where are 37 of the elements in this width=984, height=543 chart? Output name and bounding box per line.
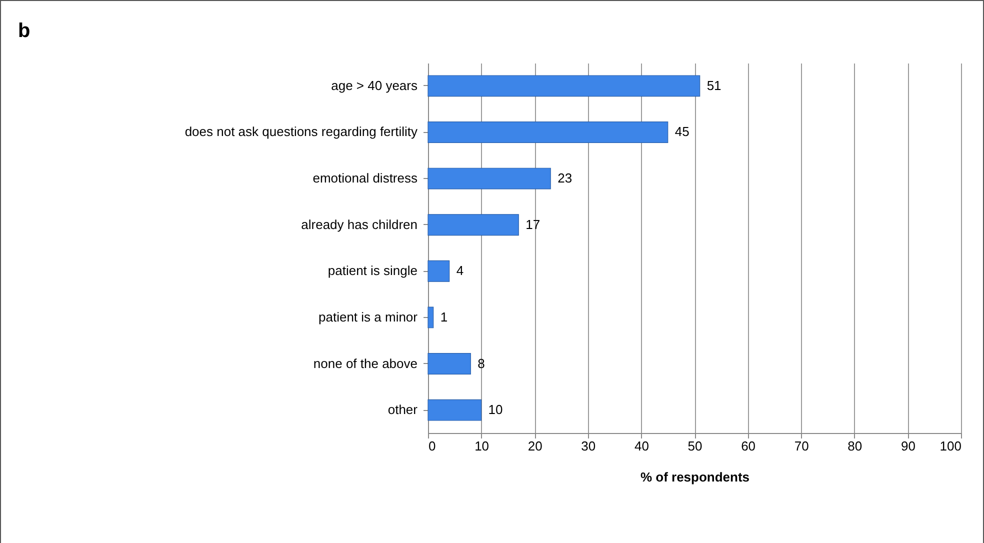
x-axis-title: % of respondents: [640, 470, 750, 484]
bar: [428, 122, 668, 143]
data-label: 45: [674, 124, 690, 140]
data-label: 23: [558, 170, 572, 186]
data-label: 8: [478, 356, 485, 371]
x-tick-label: 80: [848, 438, 862, 454]
x-tick-label: 0: [428, 438, 436, 454]
data-label: 4: [456, 263, 464, 278]
data-label: 10: [488, 402, 503, 418]
x-tick-label: 60: [741, 438, 756, 454]
y-tick-label: age > 40 years: [331, 78, 418, 93]
y-tick-label: other: [388, 402, 418, 418]
text: b: [18, 20, 30, 42]
x-tick-label: 40: [634, 438, 649, 454]
x-tick-label: 100: [940, 438, 962, 454]
x-tick-label: 70: [794, 438, 809, 454]
y-tick-label: emotional distress: [312, 170, 418, 186]
bar: [428, 353, 471, 374]
x-tick-label: 50: [688, 438, 702, 454]
bar: [428, 168, 551, 190]
x-tick-label: 30: [581, 438, 596, 454]
y-tick-label: patient is a minor: [318, 309, 418, 324]
x-tick-label: 20: [528, 438, 542, 454]
bar: [428, 75, 700, 97]
x-tick-label: 90: [900, 438, 916, 454]
x-tick-label: 10: [474, 438, 490, 454]
data-label: 17: [526, 216, 540, 232]
bar: [428, 306, 434, 328]
bar: [428, 399, 482, 421]
data-label: 1: [440, 309, 448, 324]
data-label: 51: [706, 78, 722, 93]
y-tick-label: none of the above: [313, 356, 418, 371]
y-tick-label: already has children: [301, 216, 418, 232]
bar: [428, 260, 450, 282]
y-tick-label: patient is single: [328, 263, 418, 278]
bar: [428, 214, 519, 236]
y-tick-label: does not ask questions regarding fertility: [184, 124, 418, 140]
